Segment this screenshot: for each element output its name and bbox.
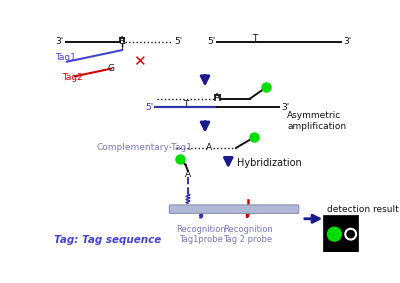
Text: 5': 5' xyxy=(175,37,183,46)
Text: G: G xyxy=(108,64,115,73)
Text: A: A xyxy=(119,37,125,45)
Text: Asymmetric
amplification: Asymmetric amplification xyxy=(287,111,346,131)
Text: T: T xyxy=(119,43,125,52)
Text: Recognition
Tag 2 probe: Recognition Tag 2 probe xyxy=(223,225,272,244)
Text: Tag2: Tag2 xyxy=(62,73,83,82)
Text: 5': 5' xyxy=(145,103,153,112)
Text: detection result: detection result xyxy=(327,205,398,214)
Bar xyxy=(323,215,358,252)
Text: Recognition
Tag1probe: Recognition Tag1probe xyxy=(176,225,226,244)
Text: Hybridization: Hybridization xyxy=(237,158,302,168)
FancyBboxPatch shape xyxy=(169,205,299,213)
Text: 3': 3' xyxy=(56,37,64,46)
Text: ✕: ✕ xyxy=(133,54,146,69)
Text: T: T xyxy=(252,34,257,43)
Text: Tag: Tag sequence: Tag: Tag sequence xyxy=(54,235,161,245)
Text: A: A xyxy=(214,93,220,102)
Circle shape xyxy=(328,227,342,241)
Circle shape xyxy=(344,228,357,240)
Text: A: A xyxy=(206,143,212,152)
Text: 3': 3' xyxy=(343,37,351,46)
Text: 3': 3' xyxy=(281,103,289,112)
Text: 5': 5' xyxy=(207,37,215,46)
Text: A: A xyxy=(185,170,191,179)
Text: Tag1: Tag1 xyxy=(55,53,76,62)
Text: Complementary-Tag1: Complementary-Tag1 xyxy=(96,143,192,153)
Text: T: T xyxy=(183,100,188,108)
